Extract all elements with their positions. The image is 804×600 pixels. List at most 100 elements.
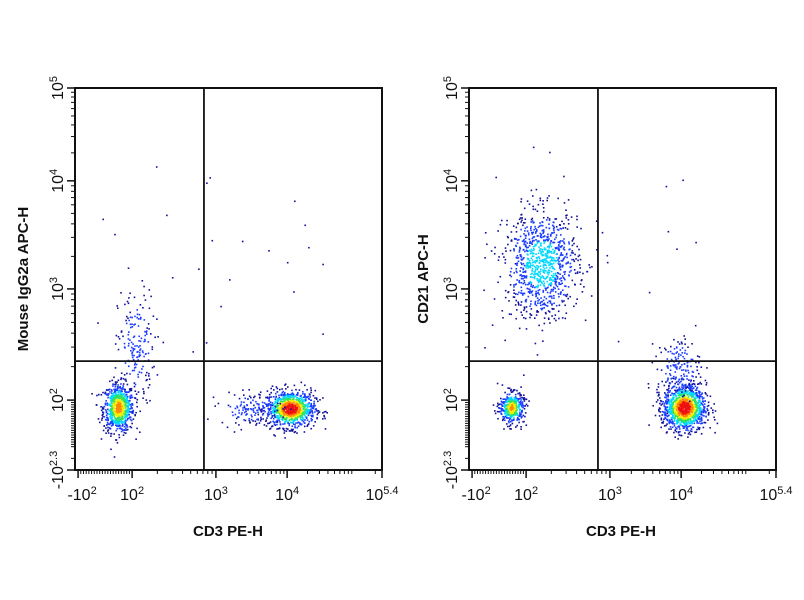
event-dot [136, 345, 138, 347]
event-dot [523, 281, 526, 284]
event-dot [304, 394, 306, 397]
event-dot [698, 392, 701, 394]
event-dot [110, 412, 112, 414]
event-dot [531, 286, 534, 288]
event-dot [526, 264, 529, 266]
event-dot [130, 394, 132, 397]
event-dot [518, 238, 520, 241]
event-dot [657, 399, 659, 401]
event-dot [669, 407, 671, 409]
event-dot [606, 261, 609, 264]
event-dot [508, 412, 511, 414]
event-dot [134, 366, 137, 369]
event-dot [664, 411, 667, 413]
event-dot [671, 387, 673, 390]
event-dot [520, 228, 522, 231]
event-dot [116, 386, 119, 388]
event-dot [304, 384, 306, 387]
event-dot [689, 424, 692, 427]
event-dot [545, 257, 548, 260]
event-dot [105, 427, 107, 429]
event-dot [701, 414, 704, 416]
event-dot [494, 246, 496, 249]
event-dot [133, 296, 136, 299]
event-dot [518, 405, 521, 407]
event-dot [509, 410, 511, 412]
event-dot [101, 419, 103, 421]
event-dot [680, 400, 683, 403]
event-dot [523, 400, 526, 402]
event-dot [576, 226, 578, 228]
event-dot [693, 398, 696, 400]
event-dot [284, 412, 286, 415]
event-dot [691, 399, 693, 402]
event-dot [525, 276, 528, 279]
event-dot [256, 409, 259, 412]
event-dot [532, 222, 534, 224]
event-dot [273, 405, 275, 407]
event-dot [545, 226, 548, 229]
event-dot [648, 291, 651, 294]
event-dot [531, 272, 533, 275]
event-dot [135, 393, 138, 395]
event-dot [515, 238, 518, 240]
event-dot [271, 402, 274, 404]
event-dot [696, 404, 699, 407]
event-dot [124, 418, 127, 421]
event-dot [679, 419, 682, 421]
event-dot [684, 413, 687, 415]
event-dot [292, 421, 295, 423]
event-dot [534, 232, 537, 234]
event-dot [287, 405, 290, 408]
event-dot [116, 442, 119, 444]
event-dot [273, 414, 276, 417]
event-dot [541, 224, 544, 227]
event-dot [664, 414, 666, 416]
event-dot [575, 258, 577, 260]
event-dot [298, 389, 301, 391]
event-dot [520, 399, 522, 401]
event-dot [138, 354, 141, 356]
event-dot [145, 399, 148, 401]
event-dot [676, 420, 679, 423]
event-dot [695, 431, 698, 433]
event-dot [507, 291, 509, 294]
event-dot [534, 260, 536, 263]
event-dot [509, 402, 512, 405]
event-dot [286, 398, 289, 401]
event-dot [669, 421, 672, 424]
event-dot [576, 272, 579, 274]
event-dot [483, 289, 485, 292]
event-dot [120, 422, 123, 424]
event-dot [526, 263, 528, 265]
event-dot [519, 403, 522, 405]
event-dot [298, 405, 300, 408]
event-dot [550, 290, 552, 293]
event-dot [606, 254, 609, 257]
event-dot [514, 412, 516, 414]
event-dot [528, 244, 531, 247]
event-dot [691, 370, 694, 373]
event-dot [557, 272, 560, 275]
event-dot [156, 318, 158, 320]
event-dot [693, 404, 696, 406]
event-dot [543, 267, 546, 270]
event-dot [545, 276, 548, 279]
event-dot [505, 250, 507, 252]
event-dot [288, 408, 290, 411]
event-dot [539, 273, 541, 275]
event-dot [674, 404, 677, 407]
event-dot [303, 412, 306, 415]
event-dot [303, 422, 306, 424]
event-dot [695, 408, 698, 411]
event-dot [254, 420, 257, 423]
event-dot [516, 424, 518, 427]
event-dot [139, 410, 141, 413]
event-dot [259, 396, 261, 399]
event-dot [297, 414, 299, 417]
event-dot [126, 417, 129, 420]
event-dot [300, 406, 302, 408]
event-dot [301, 412, 304, 415]
event-dot [700, 411, 703, 414]
event-dot [544, 253, 547, 255]
